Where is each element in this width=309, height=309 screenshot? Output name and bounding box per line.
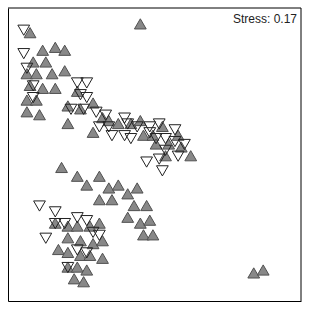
point [106,131,118,141]
point [34,201,46,211]
y-axis [8,9,9,302]
point [21,107,33,117]
point [68,274,80,284]
point [134,19,146,29]
point [71,171,83,181]
point [172,130,184,140]
point [122,212,134,222]
point [172,151,184,161]
point [153,154,165,164]
point [18,49,30,59]
point [27,57,39,67]
point [49,83,61,93]
point [122,119,134,129]
point [257,265,269,275]
point [18,25,30,35]
point [248,268,260,278]
point [87,239,99,249]
point [56,162,68,172]
point [84,221,96,231]
point [131,183,143,193]
point [93,218,105,228]
point [147,230,159,240]
point [97,236,109,246]
point [93,171,105,181]
point [125,134,137,144]
series [18,25,190,273]
point [93,195,105,205]
point [21,63,33,73]
frame-top [8,8,301,9]
point [153,119,165,129]
point [119,113,131,123]
point [106,195,118,205]
point [81,180,93,190]
point [59,66,71,76]
point [34,110,46,120]
x-axis [9,301,302,302]
point [144,128,156,138]
point [24,28,36,38]
marks [18,19,269,287]
point [144,215,156,225]
point [128,200,140,210]
point [134,218,146,228]
point [179,139,191,149]
point [156,166,168,176]
point [37,83,49,93]
point [141,157,153,167]
point [62,118,74,128]
point [131,122,143,132]
point [27,81,39,91]
point [81,216,93,226]
point [81,265,93,275]
x-axis-line [9,301,302,302]
point [112,180,124,190]
point [59,218,71,228]
point [90,107,102,117]
point [122,189,134,199]
point [81,93,93,103]
point [100,110,112,120]
point [40,57,52,67]
point [185,151,197,161]
chart-container: Stress: 0.17 [0,0,309,309]
annotation: Stress: 0.17 [233,12,297,26]
point [71,245,83,255]
point [49,207,61,217]
point [71,213,83,223]
point [160,134,172,144]
point [169,125,181,135]
point [37,45,49,55]
point [62,247,74,257]
point [62,233,74,243]
point [30,69,42,79]
frame-right [301,8,302,301]
chart-svg: Stress: 0.17 [0,0,309,309]
point [49,42,61,52]
point [46,69,58,79]
point [62,262,74,272]
point [53,244,65,254]
point [78,277,90,287]
series [21,19,269,287]
point [141,200,153,210]
point [103,183,115,193]
point [81,248,93,258]
point [134,115,146,125]
point [75,236,87,246]
point [40,233,52,243]
point [78,104,90,114]
point [27,93,39,103]
y-axis-line [8,9,9,302]
point [81,78,93,88]
plot-area: Stress: 0.17 [8,8,302,302]
point [97,253,109,263]
point [65,104,77,114]
point [93,230,105,240]
point [59,45,71,55]
